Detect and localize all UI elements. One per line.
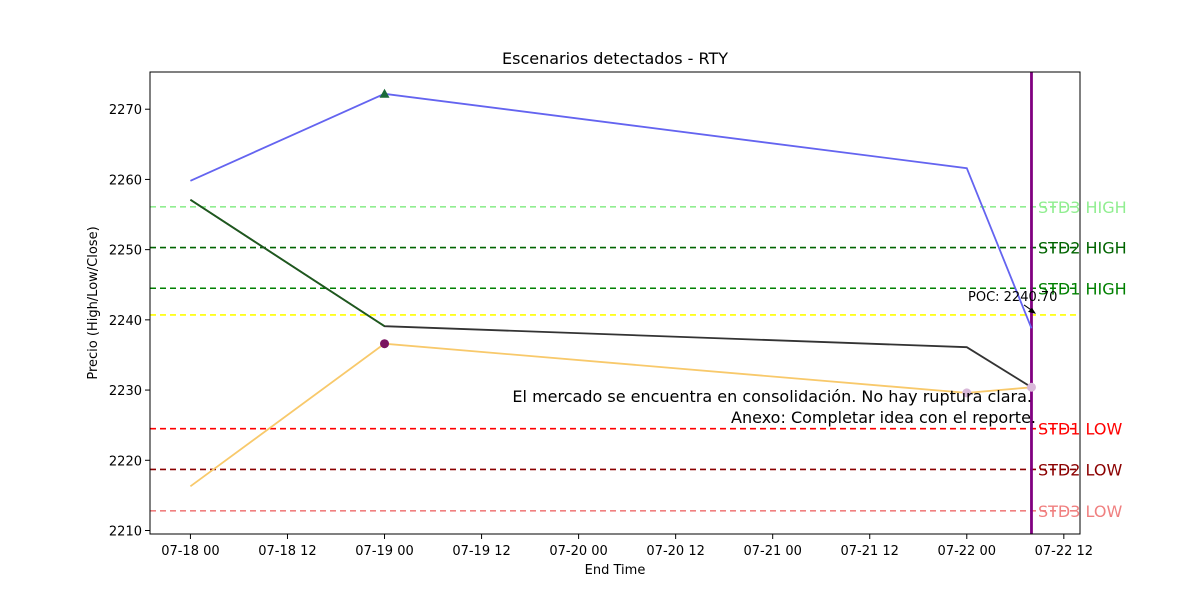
y-tick-label-2260: 2260 (109, 173, 142, 188)
poc-label: POC: 2240.70 (968, 290, 1057, 305)
marker-circle-1 (380, 339, 390, 349)
x-tick-label-07-22-12: 07-22 12 (1035, 544, 1093, 559)
y-tick-label-2210: 2210 (109, 524, 142, 539)
series-line-high (190, 92, 1033, 329)
x-tick-label-07-22-00: 07-22 00 (938, 544, 996, 559)
marker-circle-2 (962, 388, 972, 398)
x-tick-label-07-21-12: 07-21 12 (841, 544, 899, 559)
axes-frame (149, 71, 1081, 535)
series-line-low (189, 342, 1032, 488)
y-tick-label-2270: 2270 (109, 103, 142, 118)
x-tick-label-07-18-12: 07-18 12 (258, 544, 316, 559)
level-label-std2-high: STD2 HIGH (1038, 239, 1127, 258)
x-tick-label-07-18-00: 07-18 00 (161, 544, 219, 559)
y-tick-label-2240: 2240 (109, 314, 142, 329)
series-overlap-segment (189, 199, 386, 327)
chart-title: Escenarios detectados - RTY (502, 49, 728, 68)
marker-triangle-0 (379, 88, 390, 98)
x-tick-label-07-19-12: 07-19 12 (452, 544, 510, 559)
x-tick-label-07-20-12: 07-20 12 (646, 544, 704, 559)
x-tick-label-07-20-00: 07-20 00 (549, 544, 607, 559)
y-axis-label: Precio (High/Low/Close) (86, 226, 101, 379)
poc-arrow-head (1028, 307, 1036, 314)
annotations: El mercado se encuentra en consolidación… (512, 387, 1036, 427)
level-label-std3-high: STD3 HIGH (1038, 198, 1127, 217)
y-tick-label-2220: 2220 (109, 454, 142, 469)
y-tick-label-2230: 2230 (109, 384, 142, 399)
x-tick-label-07-21-00: 07-21 00 (743, 544, 801, 559)
x-tick-label-07-19-00: 07-19 00 (355, 544, 413, 559)
x-axis-label: End Time (585, 563, 646, 578)
annotation-line-1: El mercado se encuentra en consolidación… (512, 387, 1032, 406)
axes: 2210 2220 2230 2240 2250 2260 2270 07-18 00 07-1… (109, 103, 1093, 559)
y-tick-label-2250: 2250 (109, 244, 142, 259)
level-label-std1-high: STD1 HIGH (1038, 279, 1127, 298)
marker-circle-3 (1026, 382, 1036, 392)
annotation-line-2: Anexo: Completar idea con el reporte. (731, 408, 1036, 427)
